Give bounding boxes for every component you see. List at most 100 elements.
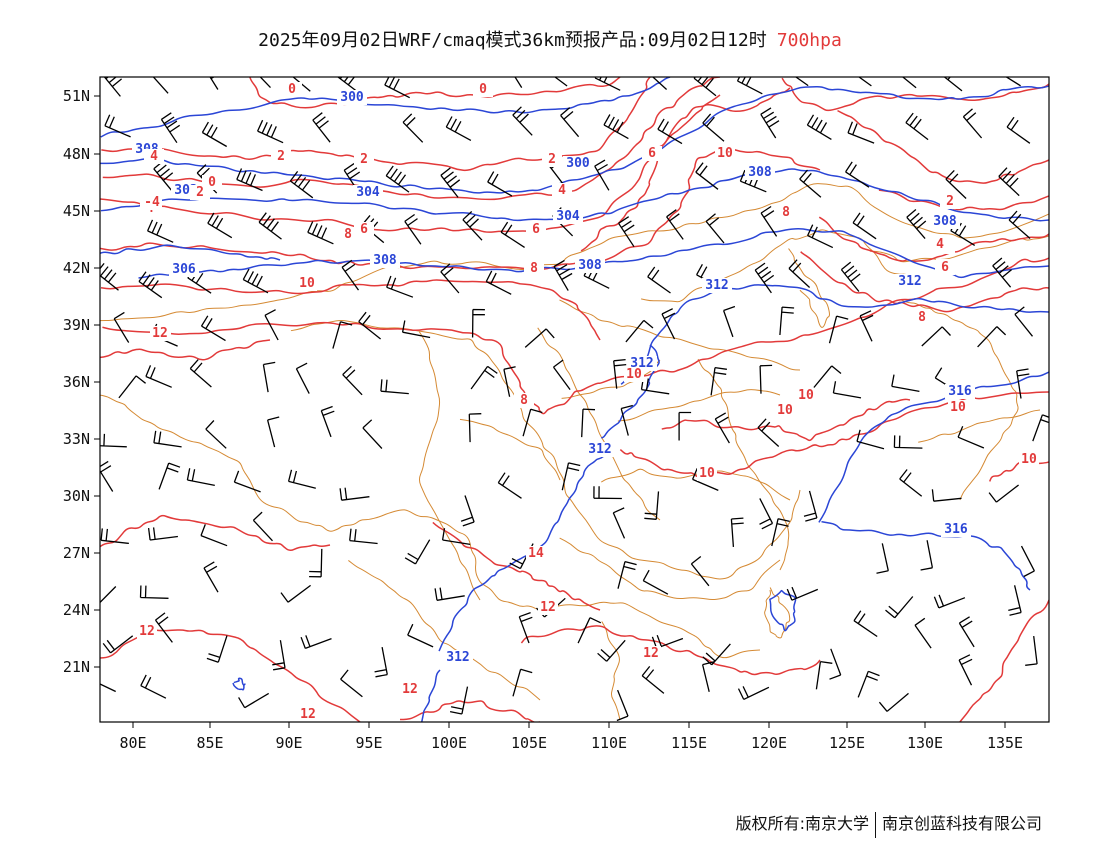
wind-barb [905, 112, 929, 141]
wind-barb [597, 639, 626, 662]
height-label-bg [169, 262, 199, 277]
wind-barb [100, 433, 127, 448]
wind-barbs [100, 77, 1049, 722]
temp-label-bg [354, 222, 374, 237]
province-border [901, 299, 1019, 501]
temp-label: 14 [528, 546, 544, 561]
wind-barb [885, 596, 914, 619]
province-border [348, 560, 541, 701]
wind-barb [258, 212, 282, 240]
temp-label: 6 [941, 260, 949, 275]
province-border [459, 418, 561, 481]
temp-label-bg [400, 682, 420, 697]
wind-barb [962, 108, 983, 139]
wind-barb [100, 586, 117, 604]
wind-barb [690, 555, 710, 587]
wind-barb [891, 374, 920, 393]
wind-barb [385, 165, 410, 193]
wind-barb [644, 491, 660, 520]
temperature-contour [399, 700, 540, 722]
height-label: 312 [446, 650, 469, 665]
wind-barb [945, 169, 967, 199]
wind-barb [901, 77, 917, 89]
temperature-contour [100, 629, 361, 722]
province-border [601, 621, 621, 721]
wind-barb [300, 635, 332, 650]
wind-barb [828, 315, 849, 344]
temp-label-bg [271, 149, 291, 164]
temp-label: 12 [540, 600, 556, 615]
wind-barb [147, 527, 178, 541]
title-main: 2025年09月02日WRF/cmaq模式36km预报产品:09月02日12时 [258, 30, 767, 51]
temp-label-bg [538, 600, 558, 615]
temperature-contours [100, 77, 1049, 722]
wind-barb [618, 216, 635, 248]
province-border [100, 183, 1049, 322]
lat-tick-label: 27N [63, 544, 90, 562]
wind-barb [593, 486, 622, 500]
province-border [418, 331, 481, 601]
wind-barb [287, 469, 316, 489]
wind-barb [380, 379, 409, 395]
lon-tick-label: 120E [751, 734, 787, 752]
wind-barb [242, 268, 269, 294]
wind-barb [1020, 545, 1035, 578]
lon-tick-label: 95E [355, 734, 382, 752]
wind-barb [200, 524, 228, 547]
temp-label: 4 [936, 237, 944, 252]
height-contour [768, 589, 797, 632]
wind-barb [943, 77, 963, 92]
wind-barb [160, 112, 181, 144]
lon-tick-label: 135E [987, 734, 1023, 752]
wind-barb [806, 114, 832, 140]
wind-barb [332, 321, 353, 349]
temp-label: 10 [777, 403, 793, 418]
wind-barb [933, 594, 966, 609]
temperature-contour [100, 514, 331, 552]
temp-label-bg [697, 466, 717, 481]
province-border [764, 587, 791, 639]
wind-barb [342, 365, 363, 396]
wind-barb [678, 411, 692, 441]
wind-barb [340, 669, 363, 698]
temp-label-bg [338, 227, 358, 242]
wind-barb [702, 643, 731, 666]
lon-tick-label: 100E [431, 734, 467, 752]
lon-tick-label: 90E [275, 734, 302, 752]
wind-barb [374, 646, 388, 678]
wind-barb [840, 261, 861, 292]
wind-barb [581, 408, 596, 438]
height-label: 308 [373, 253, 397, 268]
wind-barb [613, 358, 627, 389]
temp-label-bg [526, 546, 546, 561]
wind-barb [154, 612, 173, 643]
temp-label: 0 [479, 82, 487, 97]
wind-barb [799, 169, 822, 198]
wind-barb [651, 77, 668, 90]
wind-barb [657, 118, 683, 145]
wind-barb [145, 365, 172, 388]
province-border [640, 229, 921, 303]
temp-label: 6 [532, 222, 540, 237]
wind-barb [701, 661, 715, 692]
province-borders [100, 183, 1049, 721]
temp-label-bg [642, 146, 662, 161]
province-border [100, 394, 761, 659]
temp-label-bg [526, 222, 546, 237]
lon-tick-label: 105E [511, 734, 547, 752]
wind-barb [815, 660, 833, 690]
temp-label: 8 [918, 310, 926, 325]
temp-label: 12 [152, 326, 168, 341]
lat-tick-label: 30N [63, 487, 90, 505]
wind-barb [977, 326, 1007, 348]
height-label-bg [370, 253, 400, 268]
wind-barb [445, 116, 472, 141]
temperature-contour [101, 77, 651, 172]
wind-barb [998, 167, 1020, 197]
wind-barb [642, 569, 669, 595]
lat-tick-label: 24N [63, 601, 90, 619]
wind-barb [561, 462, 581, 491]
temp-label: 0 [208, 175, 216, 190]
lon-tick-label: 130E [907, 734, 943, 752]
height-label-bg [575, 258, 605, 273]
